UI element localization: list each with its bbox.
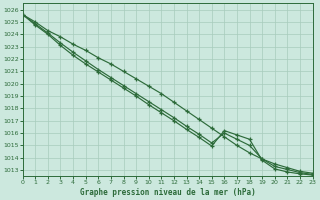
X-axis label: Graphe pression niveau de la mer (hPa): Graphe pression niveau de la mer (hPa) xyxy=(80,188,255,197)
